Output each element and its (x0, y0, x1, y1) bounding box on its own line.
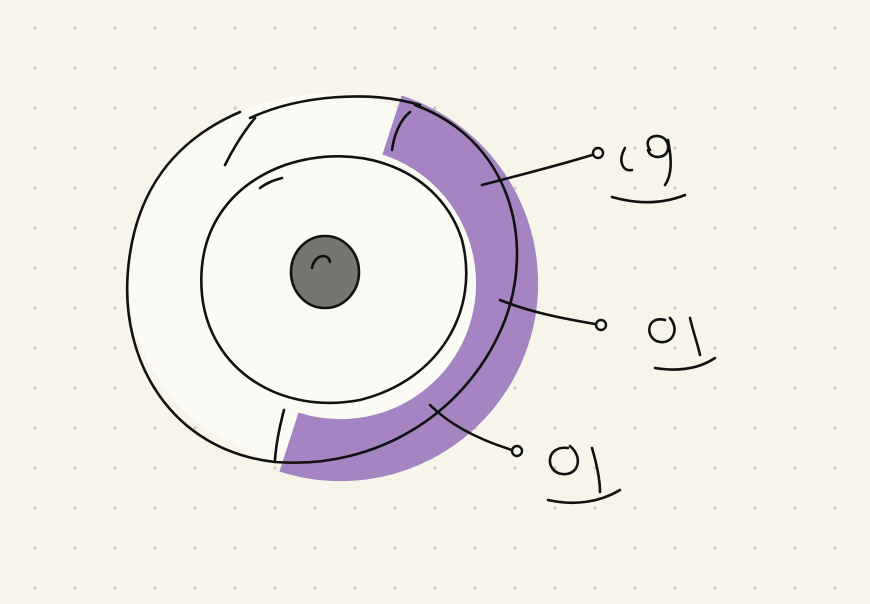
leader-line (428, 403, 514, 452)
scribble-label (648, 316, 717, 371)
leader-end (510, 444, 524, 458)
leader-end (594, 318, 608, 332)
band-edge (390, 110, 412, 152)
leader-line (480, 153, 594, 187)
scribble-label (610, 134, 687, 204)
leader-line (498, 298, 597, 326)
leader-end (591, 146, 605, 160)
outer-ring (125, 103, 519, 465)
hub-stroke (310, 254, 332, 270)
inner-ring (200, 155, 468, 405)
sketch-stroke (258, 176, 284, 190)
outer-ring-top (248, 95, 422, 120)
center-hub (289, 234, 361, 310)
sketch-stroke (223, 116, 257, 167)
scribble-label (546, 444, 622, 505)
band-edge (273, 408, 286, 462)
